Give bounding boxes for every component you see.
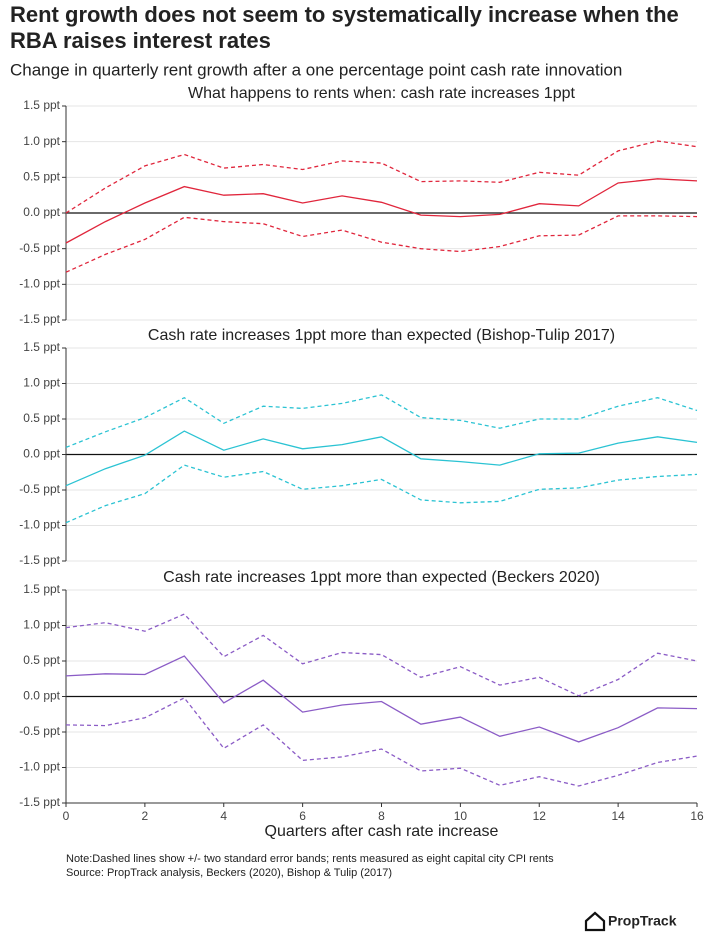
estimate-line: [65, 430, 698, 487]
y-tick-label: -0.5 ppt: [19, 724, 60, 738]
note: Note:Dashed lines show +/- two standard …: [66, 853, 554, 865]
y-tick-label: 1.0 ppt: [23, 376, 60, 390]
y-tick-label: -1.0 ppt: [19, 518, 60, 532]
y-tick-label: -1.5 ppt: [19, 312, 60, 326]
note: Source: PropTrack analysis, Beckers (202…: [66, 867, 392, 879]
y-tick-label: 0.0 ppt: [23, 205, 60, 219]
x-axis-label: Quarters after cash rate increase: [265, 823, 499, 840]
y-tick-label: 0.5 ppt: [23, 411, 60, 425]
x-tick-label: 4: [220, 809, 227, 823]
estimate-line: [65, 178, 698, 244]
y-tick-label: -0.5 ppt: [19, 482, 60, 496]
y-tick-label: -1.5 ppt: [19, 553, 60, 567]
panel-title: Cash rate increases 1ppt more than expec…: [163, 569, 600, 586]
x-tick-label: 6: [299, 809, 306, 823]
error-band-line: [65, 697, 698, 787]
y-tick-label: 0.5 ppt: [23, 653, 60, 667]
error-band-line: [65, 394, 698, 449]
y-tick-label: 1.0 ppt: [23, 618, 60, 632]
x-tick-label: 16: [690, 809, 704, 823]
x-tick-label: 10: [454, 809, 468, 823]
panel-title: What happens to rents when: cash rate in…: [188, 85, 575, 102]
x-tick-label: 14: [611, 809, 625, 823]
error-band-line: [65, 613, 698, 697]
error-band-line: [65, 464, 698, 524]
logo-icon: [584, 911, 606, 932]
y-tick-label: -1.0 ppt: [19, 760, 60, 774]
y-tick-label: 1.5 ppt: [23, 340, 60, 354]
y-tick-label: -1.5 ppt: [19, 795, 60, 809]
x-tick-label: 2: [142, 809, 149, 823]
y-tick-label: 0.0 ppt: [23, 689, 60, 703]
panel-title: Cash rate increases 1ppt more than expec…: [148, 327, 615, 344]
chart-title: Rent growth does not seem to systematica…: [10, 2, 679, 27]
y-tick-label: -0.5 ppt: [19, 241, 60, 255]
y-tick-label: 1.0 ppt: [23, 134, 60, 148]
x-tick-label: 8: [378, 809, 385, 823]
x-tick-label: 12: [533, 809, 547, 823]
error-band-line: [65, 140, 698, 214]
brand-logo: PropTrack: [584, 911, 677, 932]
y-tick-label: -1.0 ppt: [19, 277, 60, 291]
chart-subtitle: Change in quarterly rent growth after a …: [10, 60, 622, 79]
chart-title: RBA raises interest rates: [10, 28, 271, 53]
brand-name: PropTrack: [608, 913, 677, 929]
y-tick-label: 0.5 ppt: [23, 170, 60, 184]
estimate-line: [65, 655, 698, 743]
y-tick-label: 1.5 ppt: [23, 582, 60, 596]
error-band-line: [65, 215, 698, 273]
y-tick-label: 1.5 ppt: [23, 98, 60, 112]
x-tick-label: 0: [63, 809, 70, 823]
y-tick-label: 0.0 ppt: [23, 447, 60, 461]
